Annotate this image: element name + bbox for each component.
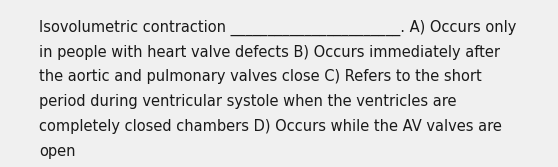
Text: the aortic and pulmonary valves close C) Refers to the short: the aortic and pulmonary valves close C)… [39,69,482,85]
Text: period during ventricular systole when the ventricles are: period during ventricular systole when t… [39,94,456,109]
Text: in people with heart valve defects B) Occurs immediately after: in people with heart valve defects B) Oc… [39,45,500,60]
Text: completely closed chambers D) Occurs while the AV valves are: completely closed chambers D) Occurs whi… [39,119,502,134]
Text: Isovolumetric contraction _______________________. A) Occurs only: Isovolumetric contraction ______________… [39,20,517,36]
Text: open: open [39,144,75,159]
